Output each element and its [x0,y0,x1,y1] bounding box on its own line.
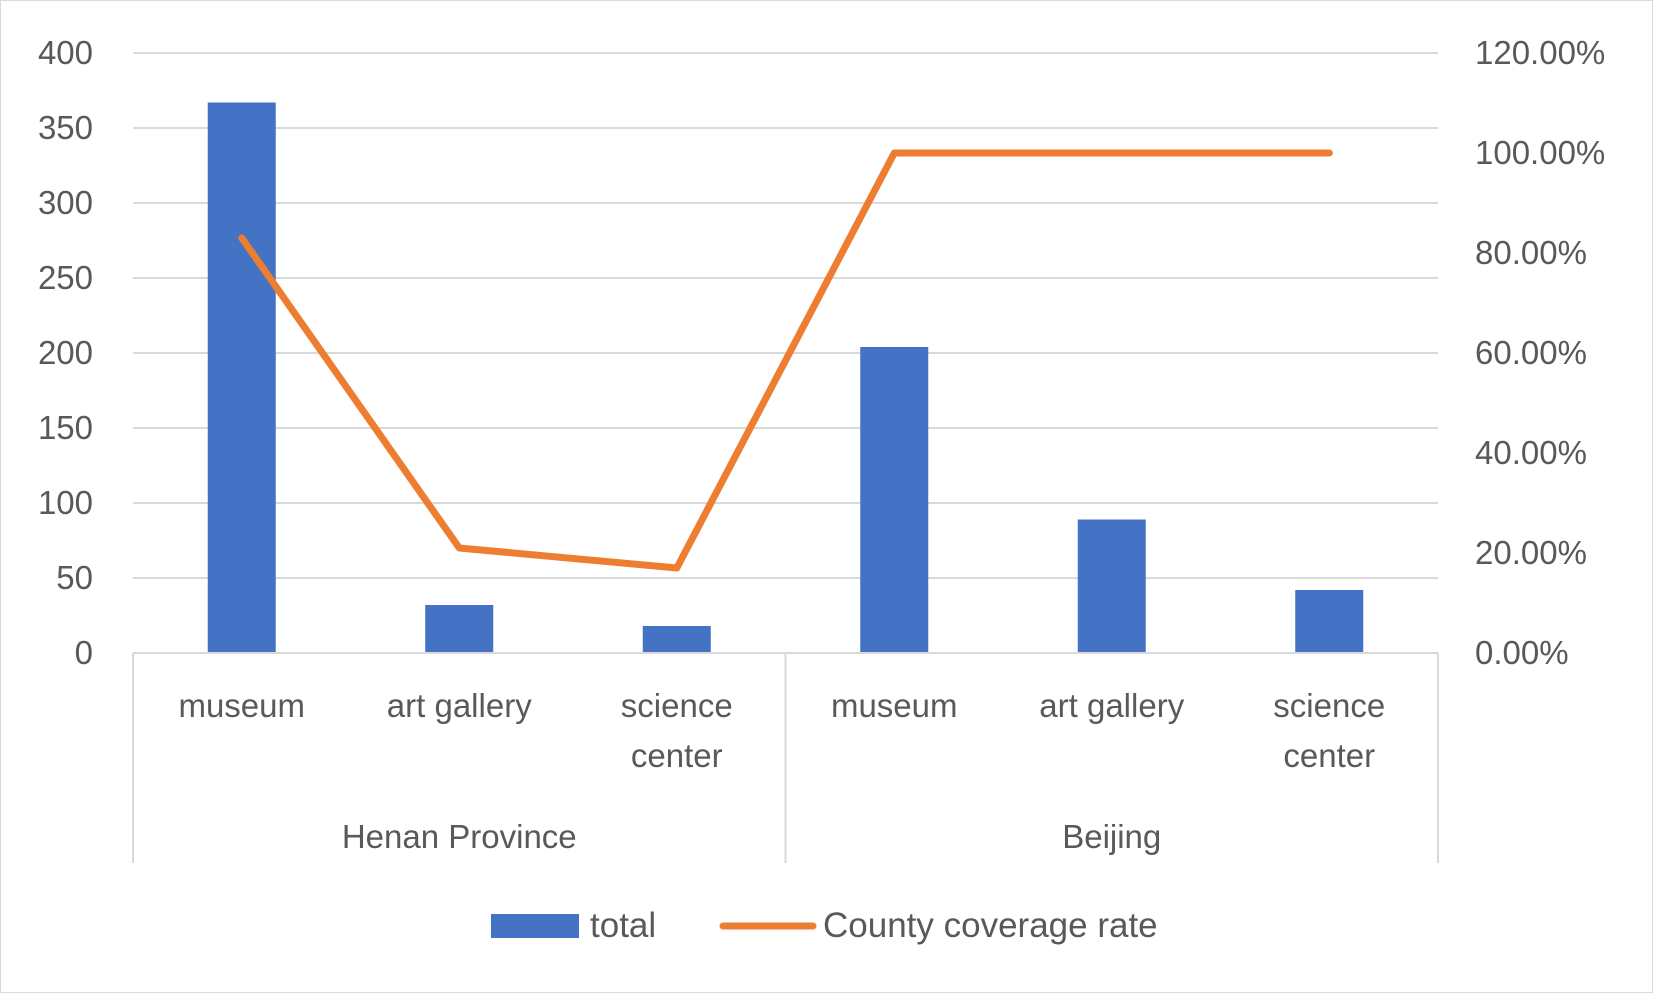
y-right-tick-label: 120.00% [1475,34,1605,71]
bar-series-total [207,102,1364,653]
y-left-tick-label: 0 [75,634,93,671]
y-left-tick-label: 50 [56,559,93,596]
category-label: art gallery [1039,687,1184,724]
bar [1077,519,1146,653]
legend-label-total: total [590,906,656,945]
category-label: science [1273,687,1385,724]
group-label: Henan Province [342,818,577,855]
category-label: art gallery [387,687,532,724]
line-series-county-coverage-rate [238,149,1333,572]
category-label: science [621,687,733,724]
y-right-tick-label: 60.00% [1475,334,1587,371]
legend-label-county-coverage-rate: County coverage rate [823,906,1158,945]
y-right-tick-label: 40.00% [1475,434,1587,471]
category-label: center [1283,737,1375,774]
y-left-tick-label: 350 [38,109,93,146]
y-right-tick-label: 80.00% [1475,234,1587,271]
y-right-tick-label: 20.00% [1475,534,1587,571]
y-right-tick-label: 100.00% [1475,134,1605,171]
category-label: museum [831,687,958,724]
gridlines [133,52,1438,579]
group-label: Beijing [1062,818,1161,855]
bar [642,626,711,653]
bar [207,102,276,653]
y-left-tick-label: 250 [38,259,93,296]
y-right-tick-label: 0.00% [1475,634,1569,671]
y-left-tick-label: 150 [38,409,93,446]
axes: 0 50 100 150 200 250 300 350 400 0.00% 20.00% 40.00… [38,34,1605,863]
y-left-tick-label: 300 [38,184,93,221]
bar [425,605,494,653]
legend-swatch-total [491,914,579,938]
legend: total County coverage rate [491,906,1158,945]
bar [1295,590,1364,653]
bar [860,347,929,653]
series-line [238,149,1333,572]
y-left-tick-label: 400 [38,34,93,71]
category-label: museum [178,687,305,724]
y-left-tick-label: 100 [38,484,93,521]
y-left-tick-label: 200 [38,334,93,371]
category-label: center [631,737,723,774]
